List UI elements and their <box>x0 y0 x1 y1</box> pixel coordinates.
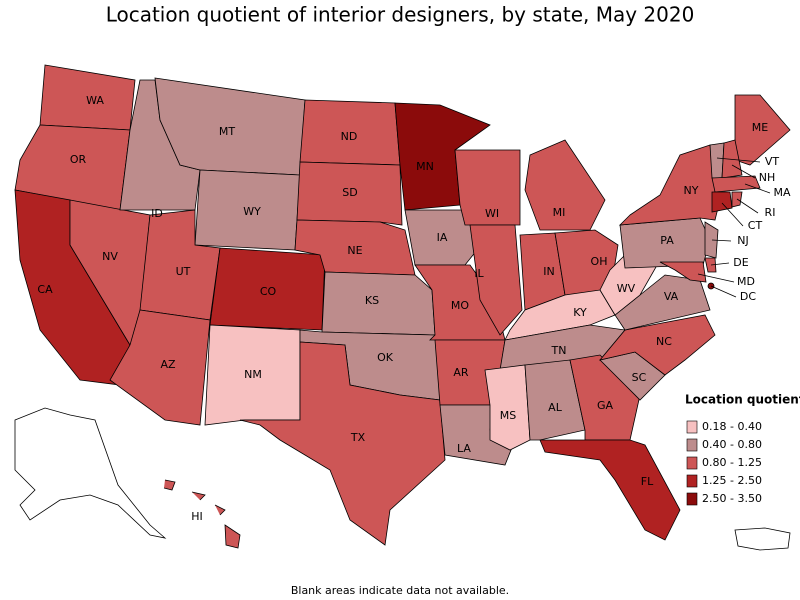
leader-line <box>711 239 732 242</box>
state-label: NE <box>347 244 362 257</box>
state-shape <box>163 479 241 549</box>
state-shape <box>704 221 719 259</box>
state-label: AL <box>548 401 563 414</box>
state-label: NJ <box>737 234 748 247</box>
state-label: CA <box>37 283 53 296</box>
state-label: DC <box>740 290 756 303</box>
state-label: SD <box>342 186 357 199</box>
state-label: NM <box>244 368 262 381</box>
state-shape <box>239 341 446 546</box>
state-label: OH <box>591 255 608 268</box>
state-label: AR <box>453 366 469 379</box>
state-shape <box>659 261 707 283</box>
state-label: AZ <box>160 358 176 371</box>
state-label: NY <box>684 184 699 197</box>
leader-line <box>697 273 735 283</box>
state-label: MN <box>416 160 434 173</box>
state-label: MI <box>553 206 566 219</box>
state-labels: WA OR CA NV ID MT WY UT CO AZ NM ND SD NE KS OK TX MN IA MO… <box>37 94 791 523</box>
state-label: GA <box>597 399 614 412</box>
state-label: NV <box>102 250 118 263</box>
leader-line <box>744 183 771 194</box>
state-label: KY <box>573 306 587 319</box>
legend: 0.18 - 0.40 0.40 - 0.80 0.80 - 1.25 1.25 - … <box>686 420 762 506</box>
state-label: DE <box>733 256 748 269</box>
legend-swatch <box>686 492 698 506</box>
puerto-rico <box>734 527 791 551</box>
state-label: ID <box>151 207 163 220</box>
state-label: CT <box>748 219 763 232</box>
state-label: TN <box>551 344 567 357</box>
state-label: MO <box>451 299 469 312</box>
state-label: MT <box>219 125 235 138</box>
state-label: KS <box>365 294 379 307</box>
state-label: LA <box>457 442 471 455</box>
legend-title: Location quotient <box>685 393 800 407</box>
legend-label: 2.50 - 3.50 <box>702 492 762 505</box>
legend-swatch <box>686 438 698 452</box>
state-label: NC <box>656 335 672 348</box>
leader-line <box>710 262 730 266</box>
state-shape <box>711 175 761 193</box>
state-label: NH <box>759 171 776 184</box>
state-label: OK <box>377 351 394 364</box>
leader-line <box>731 164 756 179</box>
legend-swatch <box>686 456 698 470</box>
state-shape <box>296 161 403 226</box>
states <box>14 64 791 549</box>
legend-swatch <box>686 420 698 434</box>
state-label: PA <box>660 234 674 247</box>
legend-label: 0.18 - 0.40 <box>702 420 762 433</box>
legend-label: 0.80 - 1.25 <box>702 456 762 469</box>
state-label: VA <box>664 290 679 303</box>
footnote: Blank areas indicate data not available. <box>291 584 509 597</box>
state-shape <box>598 314 716 376</box>
state-label: WY <box>243 205 261 218</box>
leader-line <box>736 198 759 214</box>
state-label: WV <box>617 282 636 295</box>
state-label: ND <box>341 130 358 143</box>
state-label: TX <box>350 431 366 444</box>
leader-line <box>721 202 744 227</box>
state-label: HI <box>191 510 203 523</box>
legend-label: 1.25 - 2.50 <box>702 474 762 487</box>
state-shape <box>731 191 743 208</box>
state-label: ME <box>752 121 768 134</box>
state-shape <box>711 191 733 213</box>
state-shape <box>469 224 523 336</box>
state-label: CO <box>260 285 277 298</box>
state-label: SC <box>632 371 647 384</box>
leader-line <box>716 157 761 163</box>
state-label: WA <box>86 94 104 107</box>
state-label: OR <box>70 153 87 166</box>
map-title: Location quotient of interior designers,… <box>106 3 695 27</box>
leader-line <box>710 285 737 298</box>
state-shape <box>704 257 717 273</box>
state-shape <box>618 144 721 226</box>
state-label: MS <box>500 409 516 422</box>
legend-label: 0.40 - 0.80 <box>702 438 762 451</box>
state-label: IL <box>474 267 484 280</box>
state-label: MA <box>773 186 790 199</box>
state-label: MD <box>737 275 755 288</box>
state-label: UT <box>176 265 191 278</box>
state-label: WI <box>485 207 499 220</box>
state-label: FL <box>641 475 654 488</box>
state-shape <box>524 359 586 441</box>
state-label: VT <box>765 155 780 168</box>
state-label: IA <box>437 231 448 244</box>
legend-swatch <box>686 474 698 488</box>
state-shape <box>109 309 211 426</box>
state-label: IN <box>543 265 554 278</box>
state-shape <box>484 364 531 451</box>
state-shape <box>539 439 681 541</box>
alaska <box>14 407 167 539</box>
state-label: RI <box>765 206 776 219</box>
